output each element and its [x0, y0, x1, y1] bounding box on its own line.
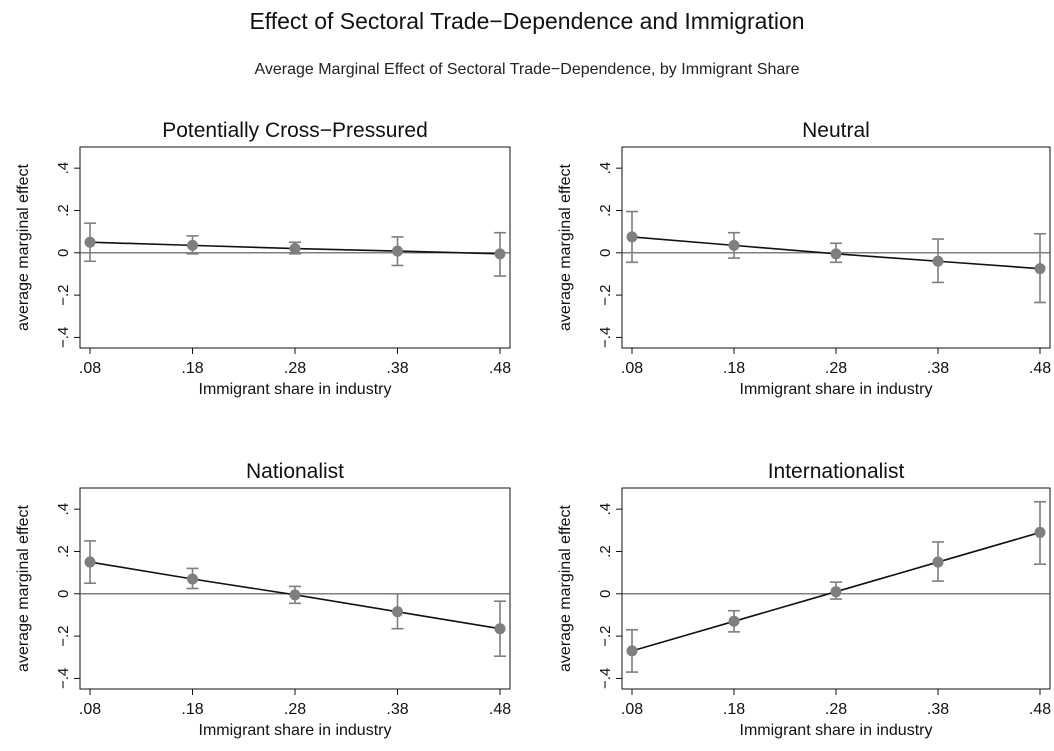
x-tick-label: .48 [489, 360, 511, 377]
data-point [187, 239, 198, 251]
panel-internationalist: Internationalist −.4 −.2 0 .2 .4 .08 .18 .28 .38.… [557, 460, 1051, 739]
data-point [626, 231, 638, 243]
panel-nationalist: Nationalist −.4 −.2 0 .2 .4 .08 .18 .28 .38 .48 Imm… [15, 460, 511, 739]
x-tick-label: .08 [621, 360, 643, 377]
data-point [728, 239, 740, 251]
x-tick-label: .38 [386, 701, 408, 718]
data-point [1034, 263, 1046, 275]
data-point [830, 586, 842, 598]
y-tick-label: .2 [597, 204, 614, 217]
data-point [84, 236, 96, 248]
x-tick-label: .18 [723, 360, 745, 377]
x-tick-label: .38 [386, 360, 408, 377]
data-point [289, 589, 301, 601]
x-tick-label: .08 [79, 360, 101, 377]
data-point [1034, 526, 1046, 538]
y-tick-label: .4 [55, 162, 72, 175]
y-axis-title: average marginal effect [15, 504, 32, 671]
y-axis-title: average marginal effect [557, 163, 574, 330]
x-tick-label: .28 [284, 360, 306, 377]
y-tick-label: 0 [597, 590, 614, 598]
figure-title: Effect of Sectoral Trade−Dependence and … [249, 8, 805, 34]
y-tick-label: .2 [55, 204, 72, 217]
y-tick-label: .4 [55, 503, 72, 516]
y-tick-label: .2 [597, 545, 614, 558]
data-point [728, 615, 740, 627]
data-point [494, 248, 506, 260]
y-tick-label: 0 [55, 249, 72, 257]
x-tick-label: .18 [723, 701, 745, 718]
y-axis-title: average marginal effect [557, 504, 574, 671]
x-tick-label: .08 [79, 701, 101, 718]
y-tick-label: 0 [55, 590, 72, 598]
x-axis-title: Immigrant share in industry [740, 381, 933, 398]
data-point [932, 556, 944, 568]
y-tick-label: −.4 [597, 668, 614, 689]
x-tick-label: .08 [621, 701, 643, 718]
x-tick-label: .48 [1029, 701, 1051, 718]
x-tick-label: .38 [927, 360, 949, 377]
y-tick-label: 0 [597, 249, 614, 257]
panel-title: Potentially Cross−Pressured [162, 119, 428, 142]
x-tick-label: .28 [284, 701, 306, 718]
y-tick-label: −.2 [597, 625, 614, 646]
data-point [830, 248, 842, 260]
x-tick-label: .28 [825, 360, 847, 377]
y-tick-label: −.4 [55, 327, 72, 348]
figure-subtitle: Average Marginal Effect of Sectoral Trad… [254, 61, 800, 78]
x-tick-label: .18 [181, 701, 203, 718]
y-tick-label: −.2 [55, 284, 72, 305]
y-tick-label: .2 [55, 545, 72, 558]
data-point [289, 243, 301, 255]
data-point [932, 255, 944, 267]
y-tick-label: .4 [597, 162, 614, 175]
panel-title: Nationalist [246, 460, 344, 483]
x-tick-label: .48 [489, 701, 511, 718]
y-tick-label: −.4 [597, 327, 614, 348]
data-point [494, 623, 506, 635]
y-tick-label: .4 [597, 503, 614, 516]
data-point [392, 606, 403, 618]
x-tick-label: .18 [181, 360, 203, 377]
panel-neutral: Neutral −.4 −.2 0 .2 .4 .08 .18 .28 .38 .48 Immigra… [557, 119, 1051, 398]
x-tick-label: .38 [927, 701, 949, 718]
y-axis-title: average marginal effect [15, 163, 32, 330]
x-axis-title: Immigrant share in industry [740, 722, 933, 739]
x-tick-label: .28 [825, 701, 847, 718]
x-axis-title: Immigrant share in industry [199, 381, 392, 398]
panel-title: Internationalist [768, 460, 905, 483]
data-point [392, 245, 403, 257]
y-tick-label: −.4 [55, 668, 72, 689]
x-axis-title: Immigrant share in industry [199, 722, 392, 739]
data-point [84, 556, 96, 568]
data-point [626, 645, 638, 657]
y-tick-label: −.2 [597, 284, 614, 305]
x-tick-label: .48 [1029, 360, 1051, 377]
panel-title: Neutral [802, 119, 870, 142]
data-point [187, 573, 198, 585]
panel-potentially-cross-pressured: Potentially Cross−Pressured −.4 −.2 0 .2 .4 .0… [15, 119, 511, 398]
y-tick-label: −.2 [55, 625, 72, 646]
